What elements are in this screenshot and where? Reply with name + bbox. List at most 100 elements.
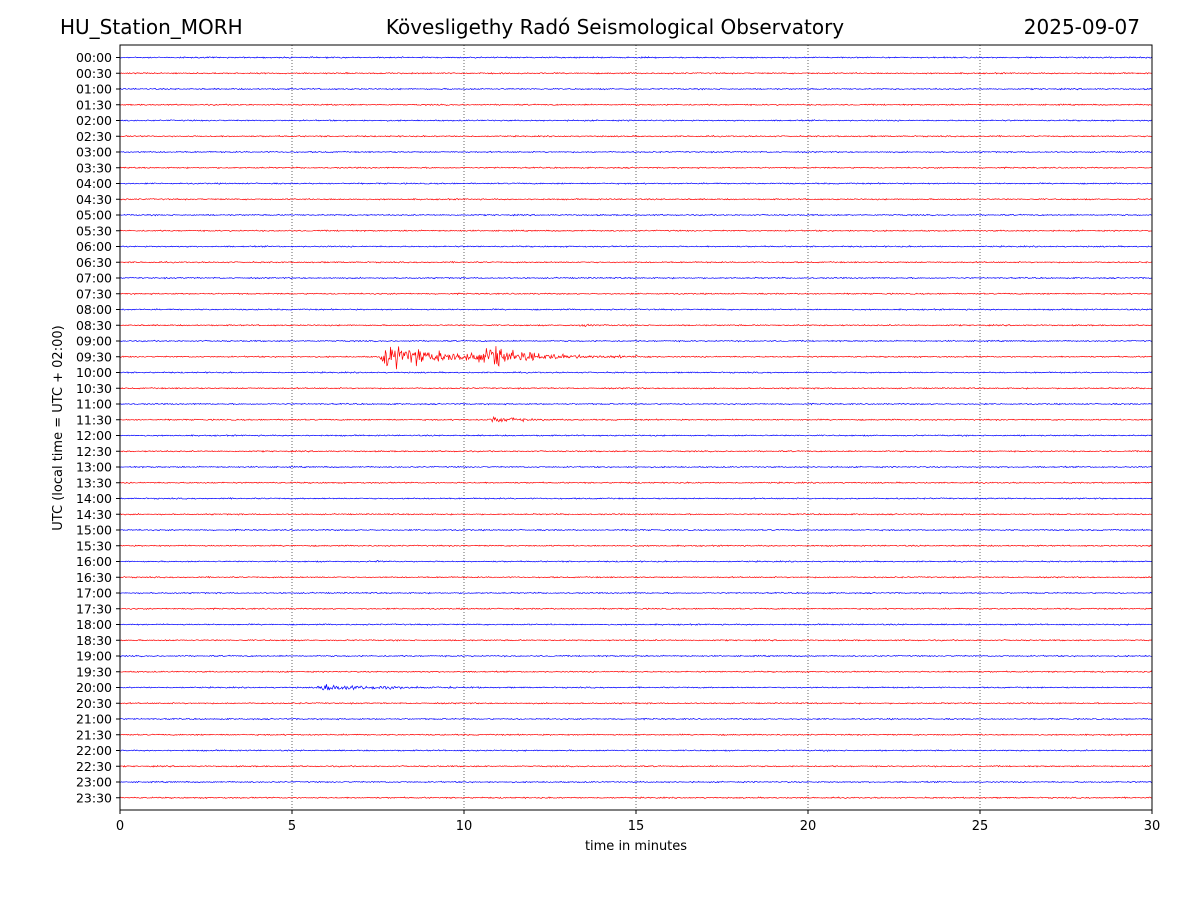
record-date: 2025-09-07 (1023, 15, 1140, 39)
row-label-02:00: 02:00 (76, 113, 112, 128)
row-label-11:00: 11:00 (76, 397, 112, 412)
trace-12:30 (119, 449, 1153, 453)
trace-14:00 (119, 497, 1153, 500)
row-label-10:00: 10:00 (76, 365, 112, 380)
row-label-20:00: 20:00 (76, 680, 112, 695)
x-tick-label-0: 0 (116, 819, 124, 834)
trace-07:30 (119, 292, 1153, 296)
trace-16:30 (119, 575, 1153, 579)
row-label-04:00: 04:00 (76, 176, 112, 191)
trace-04:30 (119, 197, 1153, 201)
trace-09:30 (119, 346, 1153, 370)
trace-23:00 (119, 780, 1153, 784)
row-label-05:30: 05:30 (76, 223, 112, 238)
trace-13:00 (119, 465, 1153, 469)
row-label-03:30: 03:30 (76, 160, 112, 175)
row-label-19:00: 19:00 (76, 649, 112, 664)
row-label-23:30: 23:30 (76, 790, 112, 805)
trace-06:00 (119, 245, 1153, 248)
row-label-14:30: 14:30 (76, 507, 112, 522)
x-tick-label-20: 20 (800, 819, 817, 834)
row-label-00:00: 00:00 (76, 50, 112, 65)
row-label-08:00: 08:00 (76, 302, 112, 317)
row-label-12:30: 12:30 (76, 444, 112, 459)
trace-11:00 (119, 402, 1153, 406)
x-tick-label-5: 5 (288, 819, 296, 834)
row-label-23:00: 23:00 (76, 775, 112, 790)
trace-rows (119, 56, 1153, 800)
trace-00:30 (119, 72, 1153, 75)
row-label-09:30: 09:30 (76, 349, 112, 364)
row-label-04:30: 04:30 (76, 192, 112, 207)
trace-18:30 (119, 638, 1153, 642)
trace-10:30 (119, 386, 1153, 390)
row-label-16:30: 16:30 (76, 570, 112, 585)
trace-01:00 (119, 87, 1153, 91)
trace-05:00 (119, 213, 1153, 217)
observatory-title: Kövesligethy Radó Seismological Observat… (385, 15, 845, 39)
row-label-12:00: 12:00 (76, 428, 112, 443)
x-tick-label-15: 15 (628, 819, 645, 834)
trace-23:30 (119, 796, 1153, 800)
trace-05:30 (119, 229, 1153, 233)
row-label-17:30: 17:30 (76, 601, 112, 616)
row-label-13:00: 13:00 (76, 460, 112, 475)
trace-15:30 (119, 544, 1153, 548)
trace-22:00 (119, 749, 1153, 752)
trace-20:30 (119, 701, 1153, 705)
row-label-09:00: 09:00 (76, 334, 112, 349)
trace-12:00 (119, 434, 1153, 437)
trace-22:30 (119, 764, 1153, 768)
y-axis-label: UTC (local time = UTC + 02:00) (51, 325, 66, 530)
y-axis: 00:0000:3001:0001:3002:0002:3003:0003:30… (76, 50, 120, 805)
row-label-15:00: 15:00 (76, 523, 112, 538)
row-label-01:30: 01:30 (76, 97, 112, 112)
trace-09:00 (119, 339, 1153, 343)
trace-17:30 (119, 607, 1153, 611)
trace-21:30 (119, 733, 1153, 737)
x-tick-label-10: 10 (456, 819, 473, 834)
trace-19:30 (119, 670, 1153, 674)
row-label-18:00: 18:00 (76, 617, 112, 632)
trace-13:30 (119, 481, 1153, 485)
row-label-17:00: 17:00 (76, 586, 112, 601)
trace-02:00 (119, 119, 1153, 122)
row-label-18:30: 18:30 (76, 633, 112, 648)
trace-04:00 (119, 182, 1153, 185)
row-label-14:00: 14:00 (76, 491, 112, 506)
x-axis: 0 5 10 15 20 25 30 (116, 810, 1160, 834)
row-label-00:30: 00:30 (76, 66, 112, 81)
trace-21:00 (119, 717, 1153, 721)
row-label-01:00: 01:00 (76, 82, 112, 97)
row-label-15:30: 15:30 (76, 538, 112, 553)
row-label-02:30: 02:30 (76, 129, 112, 144)
trace-06:30 (119, 260, 1153, 264)
row-label-22:30: 22:30 (76, 759, 112, 774)
row-label-05:00: 05:00 (76, 208, 112, 223)
trace-02:30 (119, 134, 1153, 138)
row-label-06:30: 06:30 (76, 255, 112, 270)
row-label-10:30: 10:30 (76, 381, 112, 396)
x-tick-label-25: 25 (972, 819, 989, 834)
row-label-08:30: 08:30 (76, 318, 112, 333)
row-label-13:30: 13:30 (76, 475, 112, 490)
grid-lines (291, 45, 981, 810)
station-name: HU_Station_MORH (60, 15, 243, 39)
trace-08:30 (119, 323, 1153, 328)
trace-20:00 (119, 684, 1153, 691)
row-label-19:30: 19:30 (76, 664, 112, 679)
trace-18:00 (119, 623, 1153, 626)
trace-19:00 (119, 654, 1153, 658)
trace-07:00 (119, 276, 1153, 280)
row-label-03:00: 03:00 (76, 145, 112, 160)
row-label-21:00: 21:00 (76, 712, 112, 727)
trace-17:00 (119, 591, 1153, 595)
row-label-07:30: 07:30 (76, 286, 112, 301)
trace-16:00 (119, 560, 1153, 563)
row-label-20:30: 20:30 (76, 696, 112, 711)
row-label-07:00: 07:00 (76, 271, 112, 286)
trace-03:00 (119, 150, 1153, 154)
row-label-21:30: 21:30 (76, 727, 112, 742)
row-label-11:30: 11:30 (76, 412, 112, 427)
